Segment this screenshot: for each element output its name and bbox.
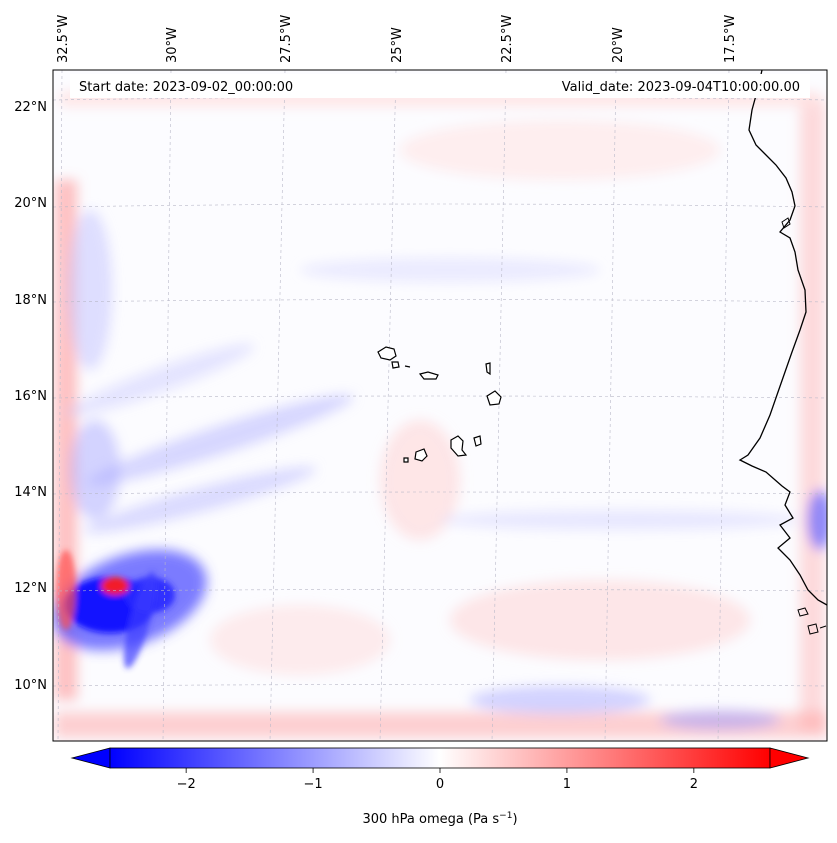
map-gridlines — [53, 70, 827, 741]
colorbar-tick-label: 1 — [563, 777, 571, 792]
lat-label: 10°N — [14, 678, 47, 693]
colorbar-tick-label: 2 — [690, 777, 698, 792]
latitude-labels: 22°N 20°N 18°N 16°N 14°N 12°N 10°N — [14, 100, 47, 693]
lon-label: 32.5°W — [56, 15, 71, 63]
colorbar-tick-label: 0 — [436, 777, 444, 792]
lon-label: 20°W — [611, 27, 626, 63]
colorbar-extend-right — [769, 747, 810, 769]
lat-label: 20°N — [14, 196, 47, 211]
lon-label: 27.5°W — [279, 15, 294, 63]
colorbar: −2 −1 0 1 2 300 hPa omega (Pa s−1) — [70, 747, 810, 827]
lat-label: 18°N — [14, 293, 47, 308]
lat-label: 22°N — [14, 100, 47, 115]
start-date-label: Start date: 2023-09-02_00:00:00 — [79, 80, 293, 95]
lat-label: 16°N — [14, 389, 47, 404]
lon-label: 25°W — [390, 27, 405, 63]
header-box — [70, 74, 810, 98]
map-area — [53, 70, 827, 741]
cape-verde-islands — [377, 346, 502, 463]
colorbar-label: 300 hPa omega (Pa s−1) — [362, 811, 517, 827]
coastal-islands — [781, 217, 827, 635]
lon-label: 30°W — [165, 27, 180, 63]
longitude-labels: 32.5°W 30°W 27.5°W 25°W 22.5°W 20°W 17.5… — [56, 15, 738, 63]
colorbar-extend-left — [70, 747, 111, 769]
lat-label: 12°N — [14, 581, 47, 596]
lat-label: 14°N — [14, 485, 47, 500]
colorbar-tick-label: −1 — [303, 777, 322, 792]
colorbar-ticks: −2 −1 0 1 2 — [177, 768, 698, 792]
colorbar-label-close: ) — [512, 812, 517, 827]
lon-label: 17.5°W — [723, 15, 738, 63]
lon-label: 22.5°W — [500, 15, 515, 63]
valid-date-label: Valid_date: 2023-09-04T10:00:00.00 — [562, 80, 800, 95]
map-frame — [52, 69, 828, 742]
colorbar-body — [109, 747, 771, 769]
colorbar-label-exponent: −1 — [499, 811, 512, 821]
africa-coastline — [738, 70, 827, 606]
colorbar-label-main: 300 hPa omega (Pa s — [362, 812, 499, 827]
colorbar-tick-label: −2 — [177, 777, 196, 792]
